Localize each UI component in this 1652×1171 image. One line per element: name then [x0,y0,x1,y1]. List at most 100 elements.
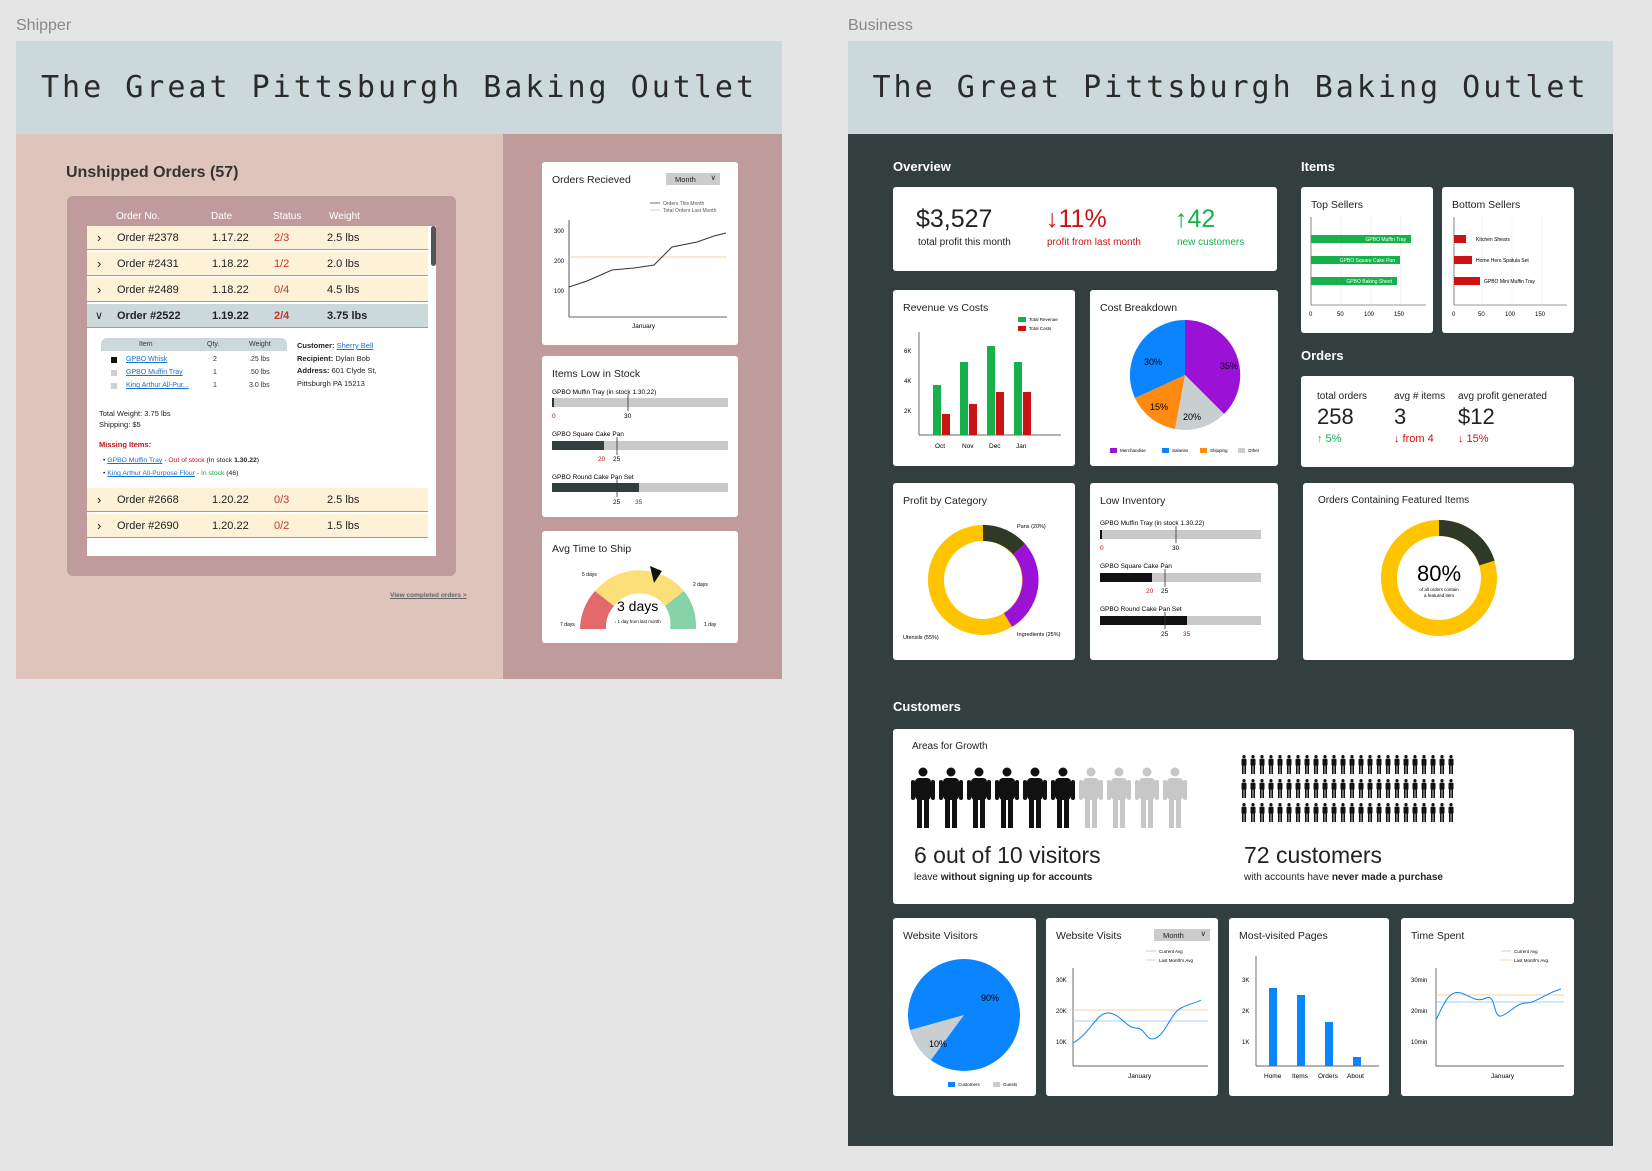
col-weight[interactable]: Weight [329,211,360,222]
item-link[interactable]: GPBO Whisk [126,356,168,363]
col-status[interactable]: Status [273,211,302,222]
bar [1014,362,1022,435]
legend-item: Shipping [1210,448,1228,453]
checkbox[interactable] [111,370,117,376]
chevron-right-icon[interactable]: › [97,230,102,245]
legend-item: Customers [958,1082,981,1087]
bar [1353,1057,1361,1066]
order-row[interactable]: › Order #2690 1.20.22 0/2 1.5 lbs [87,514,428,538]
order-row[interactable]: › Order #2668 1.20.22 0/3 2.5 lbs [87,488,428,512]
bar [1325,1022,1333,1066]
cost-breakdown-card: Cost Breakdown 35% 30% 15% 20% Merchandi… [1090,290,1278,466]
stock-item-label: GPBO Muffin Tray (in stock 1.30.22) [552,389,656,396]
cost-breakdown-pie: 35% 30% 15% 20% Merchandise Salaries Shi… [1110,319,1260,453]
checkbox[interactable] [111,357,117,363]
tick-label: 20K [1056,1009,1067,1015]
business-frame: The Great Pittsburgh Baking Outlet Overv… [848,41,1613,1146]
chevron-down-icon[interactable]: ∨ [95,310,104,322]
visitors-person-icons [911,767,1187,828]
featured-value: 80% [1417,561,1461,586]
customers-heading: Customers [893,699,961,714]
tick-label: 100 [1505,312,1516,318]
missing-item-link[interactable]: GPBO Muffin Tray [107,457,163,464]
bar [969,404,977,435]
gauge-label: 5 days [582,572,597,578]
shipper-banner: The Great Pittsburgh Baking Outlet [16,41,782,134]
website-visitors-pie: 90% 10% Customers Guests [908,959,1020,1087]
top-sellers-title: Top Sellers [1311,199,1363,211]
bar-label: GPBO Baking Sheet [1346,279,1392,285]
axis-label: January [1491,1073,1515,1080]
checkbox[interactable] [111,383,117,389]
tick-label: 50 [1337,312,1344,318]
bar [1297,995,1305,1066]
col-date[interactable]: Date [211,211,233,222]
business-banner-title: The Great Pittsburgh Baking Outlet [872,70,1589,105]
missing-item-link[interactable]: King Arthur All-Purpose Flour [107,470,195,477]
legend-item: Current Avg [1514,949,1538,954]
legend-item: Other [1248,448,1260,453]
overview-card: $3,527 total profit this month ↓11% prof… [893,187,1277,271]
total-orders: 258 [1317,404,1354,429]
bar [1023,392,1031,435]
business-banner: The Great Pittsburgh Baking Outlet [848,41,1613,134]
view-completed-link[interactable]: View completed orders > [390,592,467,599]
legend-item: Guests [1003,1082,1018,1087]
tick-label: Nov [962,443,974,450]
chevron-right-icon[interactable]: › [97,282,102,297]
donut-ingredients [1003,543,1039,627]
tick-label: 10K [1056,1040,1067,1046]
month-dropdown[interactable]: Month ∨ [1154,929,1210,941]
tick-label: 300 [554,229,565,235]
order-row-expanded[interactable]: ∨ Order #2522 1.19.22 2/4 3.75 lbs [87,304,428,328]
bottom-sellers-card: Bottom Sellers Kitchen Shears Home Hero … [1442,187,1574,333]
stock-item-label: GPBO Square Cake Pan [1100,563,1172,570]
legend-item: Last Month's Avg [1514,958,1549,963]
areas-growth-card: Areas for Growth [893,729,1574,904]
item-link[interactable]: GPBO Muffin Tray [126,369,183,376]
overview-heading: Overview [893,159,951,174]
customers-person-icons [1241,755,1491,823]
order-row[interactable]: › Order #2489 1.18.22 0/4 4.5 lbs [87,278,428,302]
top-sellers-card: Top Sellers GPBO Muffin Tray GPBO Square… [1301,187,1433,333]
customer-link[interactable]: Sherry Bell [336,341,374,350]
chevron-right-icon[interactable]: › [97,492,102,507]
avg-ship-title: Avg Time to Ship [552,543,632,555]
featured-title: Orders Containing Featured Items [1318,495,1470,506]
tick-label: 3K [1242,978,1249,984]
bar [933,385,941,435]
tick-label: 200 [554,259,565,265]
stock-current: 35 [635,499,643,506]
stock-threshold: 25 [1161,631,1169,638]
website-visits-title: Website Visits [1056,930,1122,942]
chevron-right-icon[interactable]: › [97,256,102,271]
orders-received-card: Orders Recieved Month ∨ Orders This Month… [542,162,738,345]
profit-category-card: Profit by Category Pans (20%) Ingredient… [893,483,1075,660]
stock-item-label: GPBO Round Cake Pan Set [552,474,634,481]
orders-list: › Order #2378 1.17.22 2/3 2.5 lbs › Order #24… [87,226,436,556]
growth-title: Areas for Growth [912,741,988,752]
gauge-label: 2 days [693,582,708,588]
scrollbar[interactable] [431,226,436,266]
order-row[interactable]: › Order #2378 1.17.22 2/3 2.5 lbs [87,226,428,250]
website-visits-card: Website Visits Month ∨ Current Avg Last M… [1046,918,1218,1096]
chevron-down-icon: ∨ [710,173,717,182]
avg-ship-card: Avg Time to Ship 3 days ↓ 1 day from las… [542,531,738,643]
col-order-no[interactable]: Order No. [116,211,160,222]
legend-item: Last Month's Avg [1159,958,1194,963]
tick-label: 150 [1535,312,1546,318]
tick-label: Orders [1318,1073,1339,1080]
avg-ship-sub: ↓ 1 day from last month [614,619,661,624]
tick-label: 100 [1364,312,1375,318]
bar [1311,235,1411,243]
gauge-label: 1 day [704,622,717,628]
tick-label: 10min [1411,1040,1427,1046]
month-dropdown[interactable]: Month ∨ [666,173,720,185]
tick-label: 6K [904,349,911,355]
website-visits-chart: Current Avg Last Month's Avg 30K 20K 10K… [1056,949,1208,1080]
order-row[interactable]: › Order #2431 1.18.22 1/2 2.0 lbs [87,252,428,276]
item-link[interactable]: King Arthur All-Pur... [126,382,189,389]
chevron-right-icon[interactable]: › [97,518,102,533]
featured-sub: of all orders contain [1419,587,1459,592]
low-inventory-title: Low Inventory [1100,495,1166,507]
